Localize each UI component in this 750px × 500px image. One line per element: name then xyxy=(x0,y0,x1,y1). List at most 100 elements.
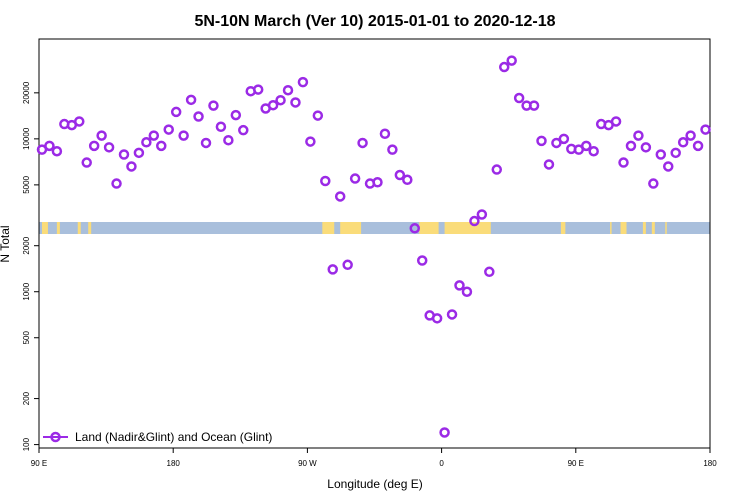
data-point xyxy=(349,173,361,184)
y-tick-label: 100 xyxy=(22,437,31,451)
data-point xyxy=(148,130,160,141)
data-point xyxy=(215,121,227,133)
data-point xyxy=(305,136,316,147)
data-point xyxy=(193,111,204,122)
data-point xyxy=(692,140,704,152)
y-axis: 100 200 500 1000 2000 5000 10000 20000 xyxy=(22,81,39,451)
data-point xyxy=(580,140,592,152)
data-point xyxy=(618,157,629,168)
data-point xyxy=(431,313,443,324)
x-tick-label: 0 xyxy=(439,459,444,468)
plot-frame xyxy=(38,38,711,449)
data-point xyxy=(133,147,145,159)
chart-title: 5N-10N March (Ver 10) 2015-01-01 to 2020… xyxy=(194,13,555,30)
y-tick-label: 200 xyxy=(22,391,31,405)
y-tick-label: 20000 xyxy=(22,81,31,104)
land-patch xyxy=(642,222,646,234)
data-point xyxy=(387,144,398,155)
data-point xyxy=(633,130,644,141)
data-point xyxy=(141,137,152,148)
data-point xyxy=(163,124,174,135)
data-point xyxy=(476,209,488,220)
data-point xyxy=(662,161,674,172)
land-patch xyxy=(56,222,60,234)
data-point xyxy=(111,178,122,189)
data-point xyxy=(416,255,428,266)
data-point xyxy=(238,124,249,136)
y-tick-label: 5000 xyxy=(22,175,31,193)
data-point xyxy=(170,106,182,118)
legend: Land (Nadir&Glint) and Ocean (Glint) xyxy=(43,430,272,444)
x-tick-label: 180 xyxy=(703,459,717,468)
data-point xyxy=(513,92,525,104)
data-points xyxy=(36,55,711,438)
data-point xyxy=(588,145,599,157)
land-patch xyxy=(88,222,92,234)
x-tick-label: 90 E xyxy=(31,459,47,468)
data-point xyxy=(297,76,309,88)
data-point xyxy=(446,309,458,320)
data-point xyxy=(267,99,279,111)
x-axis: 90 E 180 90 W 0 90 E 180 xyxy=(31,448,717,468)
data-point xyxy=(275,94,286,106)
land-patch xyxy=(620,222,627,234)
data-point xyxy=(402,174,413,186)
land-patch xyxy=(444,222,491,234)
x-axis-title: Longitude (deg E) xyxy=(327,477,422,491)
land-patch xyxy=(610,222,612,234)
data-point xyxy=(394,169,406,181)
data-point xyxy=(610,116,622,127)
data-point xyxy=(409,223,421,234)
x-tick-label: 90 E xyxy=(568,459,584,468)
data-point xyxy=(81,157,92,168)
data-point xyxy=(528,100,540,111)
legend-label: Land (Nadir&Glint) and Ocean (Glint) xyxy=(75,430,272,444)
data-point xyxy=(700,124,711,135)
data-point xyxy=(357,137,368,149)
y-tick-label: 500 xyxy=(22,331,31,345)
data-point xyxy=(379,128,391,139)
data-point xyxy=(185,94,197,106)
land-patch xyxy=(322,222,335,234)
data-point xyxy=(223,134,234,146)
data-point xyxy=(178,130,189,141)
data-point xyxy=(320,175,331,187)
land-patch xyxy=(651,222,655,234)
data-point xyxy=(677,137,689,148)
ocean-band xyxy=(39,222,710,234)
data-point xyxy=(484,266,495,278)
land-patch xyxy=(419,222,439,234)
data-point xyxy=(208,100,219,111)
data-point xyxy=(96,130,107,141)
data-point xyxy=(74,116,85,127)
data-point xyxy=(327,264,338,275)
data-point xyxy=(498,61,510,73)
data-point xyxy=(51,145,63,157)
data-point xyxy=(543,159,555,170)
data-point xyxy=(290,97,301,108)
land-patch xyxy=(560,222,566,234)
x-tick-label: 90 W xyxy=(298,459,317,468)
data-point xyxy=(506,55,517,66)
data-point xyxy=(342,259,353,271)
data-point xyxy=(439,427,450,438)
data-point xyxy=(469,215,480,227)
data-point xyxy=(252,84,264,95)
land-patch xyxy=(77,222,81,234)
data-point xyxy=(103,142,115,153)
data-point xyxy=(640,142,652,153)
data-point xyxy=(454,280,465,291)
data-point xyxy=(461,286,473,297)
legend-marker xyxy=(50,431,61,443)
data-point xyxy=(88,140,100,152)
y-tick-label: 1000 xyxy=(22,282,31,300)
data-point xyxy=(551,137,562,149)
land-patch xyxy=(665,222,667,234)
land-patch xyxy=(41,222,48,234)
data-point xyxy=(536,135,547,147)
data-point xyxy=(491,164,503,175)
land-patch xyxy=(340,222,362,234)
data-point xyxy=(200,137,212,149)
data-point xyxy=(670,147,681,159)
data-point xyxy=(334,191,346,202)
